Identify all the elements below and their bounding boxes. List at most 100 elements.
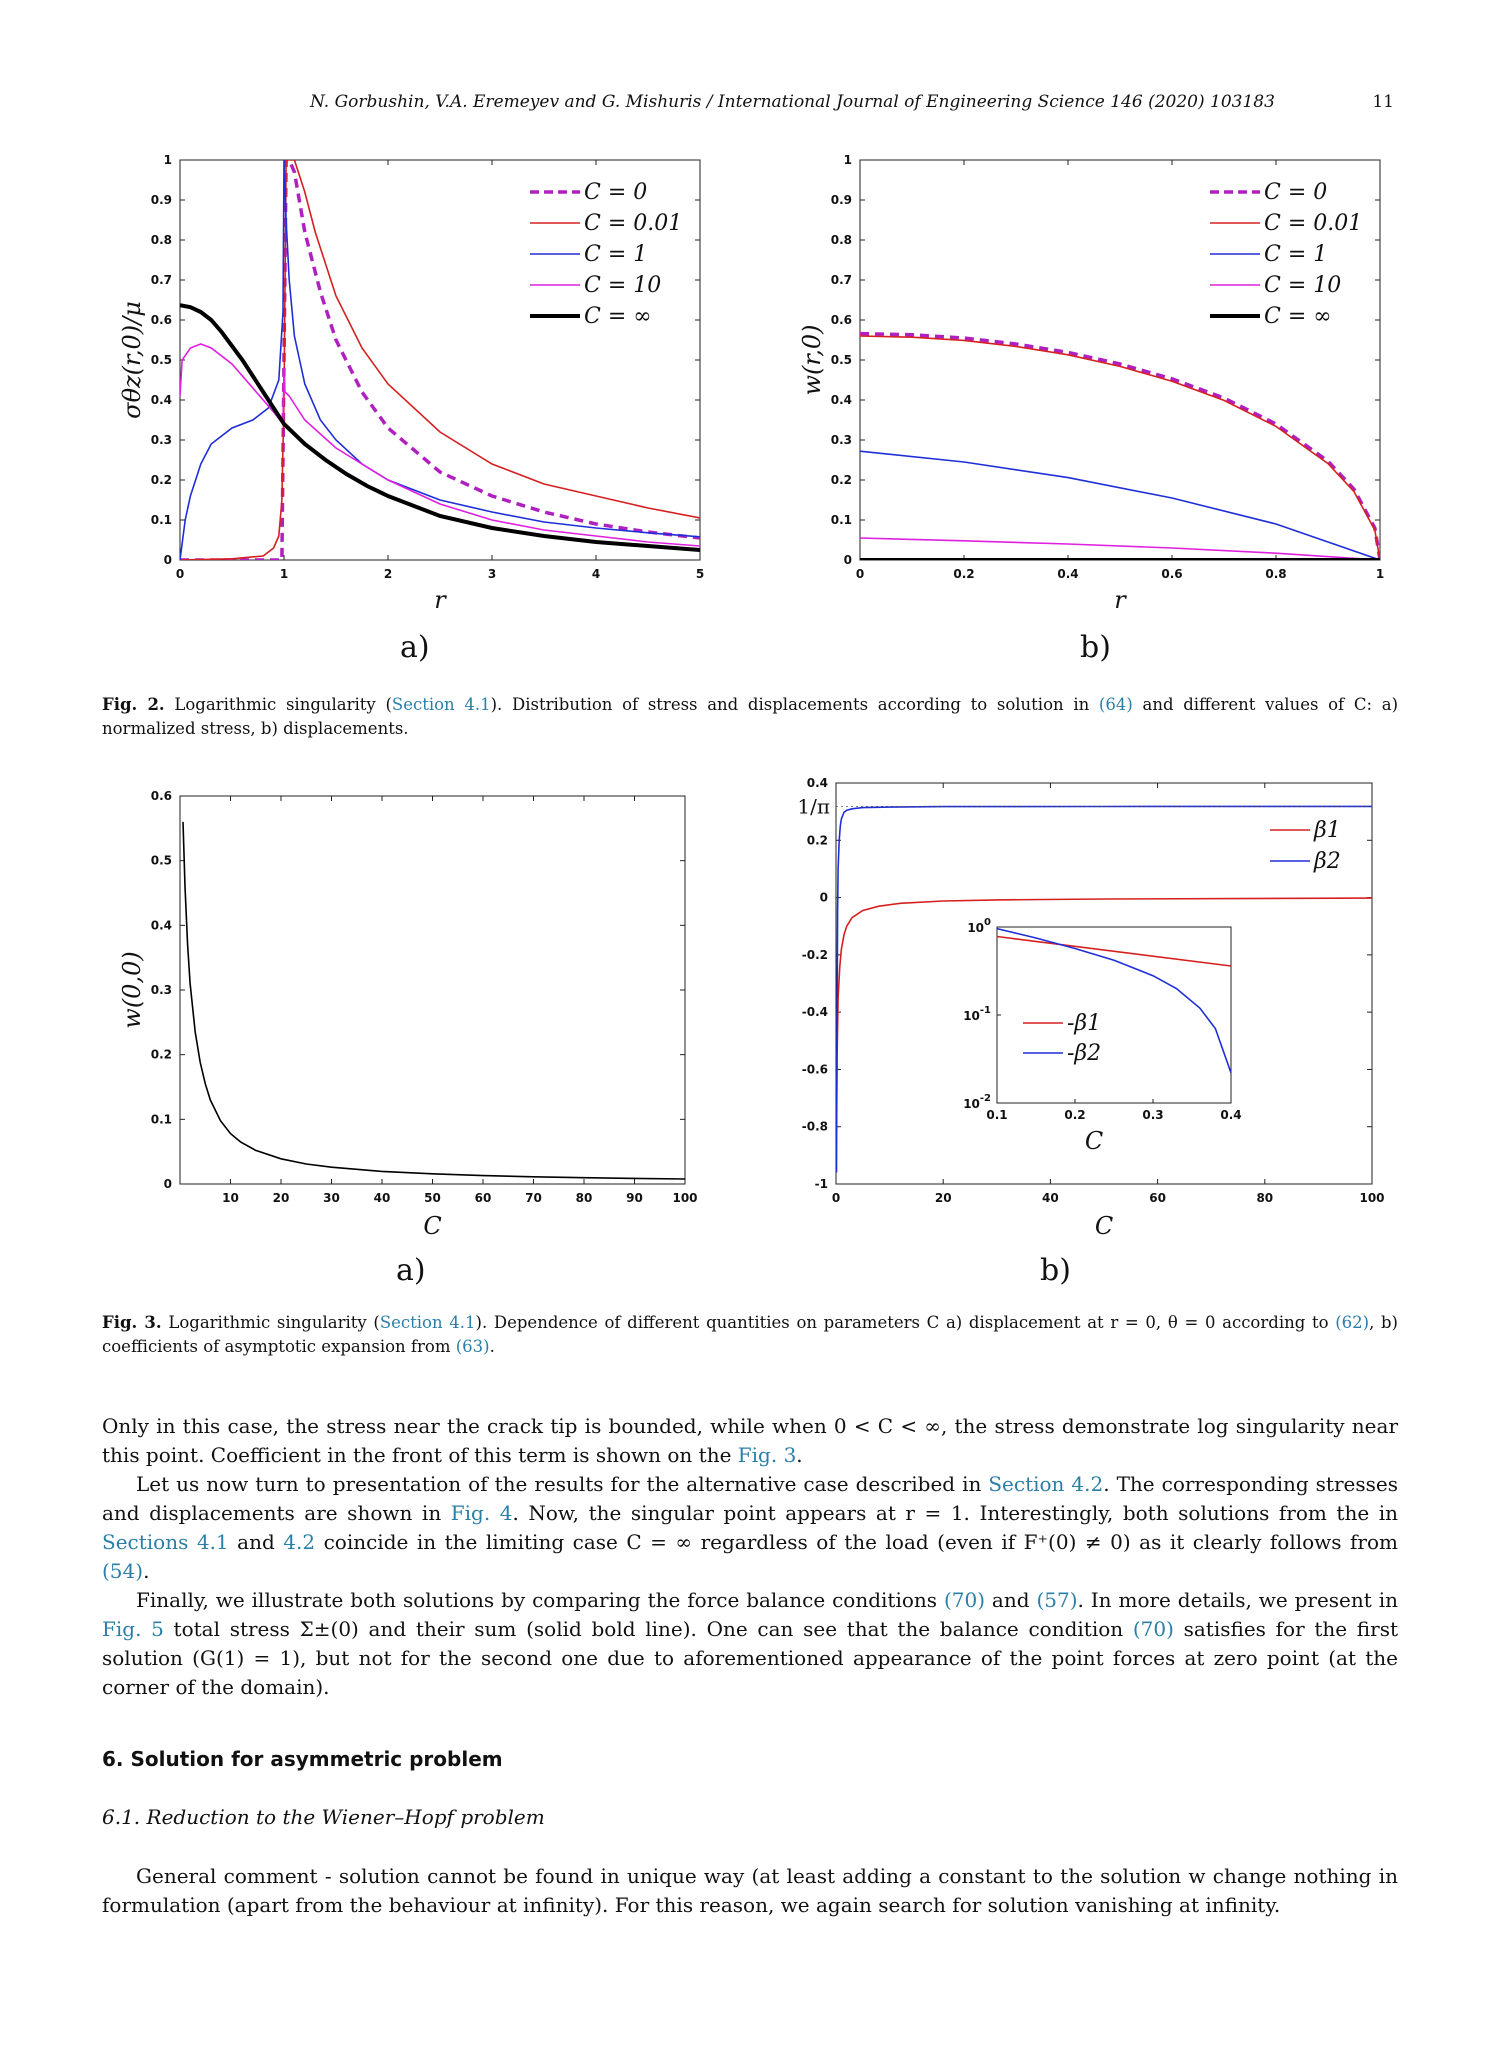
- x-tick-label: 2: [384, 567, 392, 581]
- x-tick-label: 30: [323, 1191, 340, 1205]
- text: .: [143, 1559, 150, 1583]
- y-tick-label: 0.4: [151, 393, 172, 407]
- x-tick-label: 80: [576, 1191, 593, 1205]
- link-section-4-2[interactable]: Section 4.2: [988, 1472, 1104, 1496]
- y-tick-label: 0.5: [151, 353, 172, 367]
- caption-text: ). Distribution of stress and displaceme…: [490, 695, 1099, 714]
- figure-2-caption: Fig. 2. Logarithmic singularity (Section…: [102, 693, 1398, 741]
- x-axis-label: C: [423, 1212, 441, 1240]
- link-fig-4[interactable]: Fig. 4: [450, 1501, 513, 1525]
- figure-2b-svg: 0 0.2 0.4 0.6 0.8 1 0 0.1 0.2 0.3 0.4 0.5 0.6 0.7 0.8 0…: [798, 153, 1384, 614]
- x-tick-label: 100: [1359, 1191, 1384, 1205]
- link-fig-3[interactable]: Fig. 3: [737, 1443, 797, 1467]
- caption-text: , b) coefficients of asymptotic expansio…: [102, 1313, 1398, 1356]
- legend: C = 0 C = 0.01 C = 1 C = 10 C = ∞: [530, 180, 682, 329]
- legend-label-2: -β2: [1067, 1041, 1101, 1066]
- text: . The corresponding stresses and displac…: [102, 1472, 1398, 1525]
- y-tick-label: 0.8: [151, 233, 172, 247]
- x-tick-label: 0.6: [1161, 567, 1182, 581]
- legend-label-3: C = 1: [584, 242, 647, 267]
- link-section-4-1[interactable]: Section 4.1: [391, 695, 491, 714]
- link-fig-5[interactable]: Fig. 5: [102, 1617, 164, 1641]
- x-tick-label: 5: [696, 567, 704, 581]
- x-tick-label: 60: [475, 1191, 492, 1205]
- x-axis-label: r: [1114, 586, 1127, 614]
- text: coincide in the limiting case C = ∞ rega…: [315, 1530, 1398, 1554]
- link-eq-70[interactable]: (70): [943, 1588, 986, 1612]
- x-tick-label: 1: [280, 567, 288, 581]
- link-eq-64[interactable]: (64): [1098, 695, 1133, 714]
- text: Only in this case, the stress near the c…: [102, 1414, 1398, 1467]
- link-eq-57[interactable]: (57): [1036, 1588, 1078, 1612]
- x-tick-label: 20: [273, 1191, 290, 1205]
- figure-2b: 0 0.2 0.4 0.6 0.8 1 0 0.1 0.2 0.3 0.4 0.5 0.6 0.7 0.8 0…: [780, 150, 1400, 624]
- x-tick-label: 1: [1376, 567, 1384, 581]
- y-tick-label: 0.5: [831, 353, 852, 367]
- legend: -β1-β2: [1023, 1011, 1101, 1066]
- caption-label: Fig. 2.: [102, 695, 165, 714]
- inset-x-tick-label: 0.1: [986, 1108, 1007, 1122]
- y-tick-label: -1: [815, 1177, 828, 1191]
- caption-text: and different values of C: a) normalized…: [102, 695, 1399, 738]
- inset-x-tick-label: 0.3: [1142, 1108, 1163, 1122]
- inset-x-tick-label: 0.2: [1064, 1108, 1085, 1122]
- x-tick-label: 10: [222, 1191, 239, 1205]
- caption-label: Fig. 3.: [102, 1313, 162, 1332]
- figure-3a: 10 20 30 40 50 60 70 80 90 100 0 0.1 0.2 0.3 0.4 0.5 0.6…: [100, 775, 720, 1249]
- subsection-heading: 6.1. Reduction to the Wiener–Hopf proble…: [102, 1805, 545, 1829]
- y-tick-label: 0.3: [151, 433, 172, 447]
- y-tick-label: 0.8: [831, 233, 852, 247]
- y-tick-label: -0.8: [802, 1120, 828, 1134]
- y-axis-label: σθz(r,0)/μ: [118, 301, 146, 419]
- legend-label-5: C = ∞: [584, 304, 652, 329]
- legend-label-4: C = 10: [584, 273, 661, 298]
- series-line-4: [860, 537, 1380, 560]
- y-tick-label: 0: [820, 891, 828, 905]
- link-eq-63[interactable]: (63): [455, 1337, 490, 1356]
- legend-label-1: -β1: [1067, 1011, 1101, 1036]
- series-line-3: [860, 450, 1380, 560]
- figure-3b-label: b): [1040, 1253, 1071, 1288]
- inset-x-axis-label: C: [1085, 1127, 1103, 1155]
- paragraph-1: Only in this case, the stress near the c…: [102, 1412, 1398, 1470]
- x-tick-label: 70: [525, 1191, 542, 1205]
- paragraph-4: General comment - solution cannot be fou…: [102, 1864, 1398, 1917]
- series-line-5: [180, 303, 700, 552]
- series-group: [860, 331, 1380, 560]
- y-tick-label: 0.2: [831, 473, 852, 487]
- y-tick-label: 0.4: [807, 776, 828, 790]
- figure-2a-svg: 0 1 2 3 4 5 0 0.1 0.2 0.3 0.4 0.5 0.6 0.7 0.8 0.9 1 r σθz(…: [118, 153, 704, 614]
- link-4-2[interactable]: 4.2: [283, 1530, 316, 1554]
- inset-frame: [996, 926, 1232, 1104]
- figure-3a-svg: 10 20 30 40 50 60 70 80 90 100 0 0.1 0.2 0.3 0.4 0.5 0.6…: [118, 789, 698, 1240]
- inset-x-tick-label: 0.4: [1220, 1108, 1241, 1122]
- caption-text: ). Dependence of different quantities on…: [475, 1313, 1336, 1332]
- link-eq-54[interactable]: (54): [102, 1559, 144, 1583]
- link-eq-62[interactable]: (62): [1335, 1313, 1370, 1332]
- x-tick-label: 0.2: [953, 567, 974, 581]
- y-tick-label: 0.2: [807, 833, 828, 847]
- link-sections-4-1[interactable]: Sections 4.1: [102, 1530, 229, 1554]
- plot-frame: [179, 795, 686, 1185]
- link-section-4-1[interactable]: Section 4.1: [379, 1313, 476, 1332]
- page-number: 11: [1372, 92, 1394, 112]
- running-header: N. Gorbushin, V.A. Eremeyev and G. Mishu…: [0, 90, 1512, 120]
- x-axis-label: C: [1095, 1212, 1113, 1240]
- figure-2a: 0 1 2 3 4 5 0 0.1 0.2 0.3 0.4 0.5 0.6 0.7 0.8 0.9 1 r σθz(…: [100, 150, 720, 624]
- y-tick-special-label: 1/π: [797, 794, 830, 818]
- text: and: [985, 1588, 1037, 1612]
- y-tick-label: 0.7: [151, 273, 172, 287]
- y-tick-label: 0.5: [151, 854, 172, 868]
- series-line-2: [836, 805, 1372, 1173]
- x-axis-label: r: [434, 586, 447, 614]
- series-line-1: [836, 897, 1372, 1133]
- link-eq-70[interactable]: (70): [1132, 1617, 1174, 1641]
- legend-label-2: C = 0.01: [584, 211, 682, 236]
- x-tick-label: 80: [1256, 1191, 1273, 1205]
- figure-2a-label: a): [400, 630, 430, 665]
- figure-3a-label: a): [396, 1253, 426, 1288]
- text: . Now, the singular point appears at r =…: [512, 1501, 1398, 1525]
- series-group: [836, 805, 1372, 1173]
